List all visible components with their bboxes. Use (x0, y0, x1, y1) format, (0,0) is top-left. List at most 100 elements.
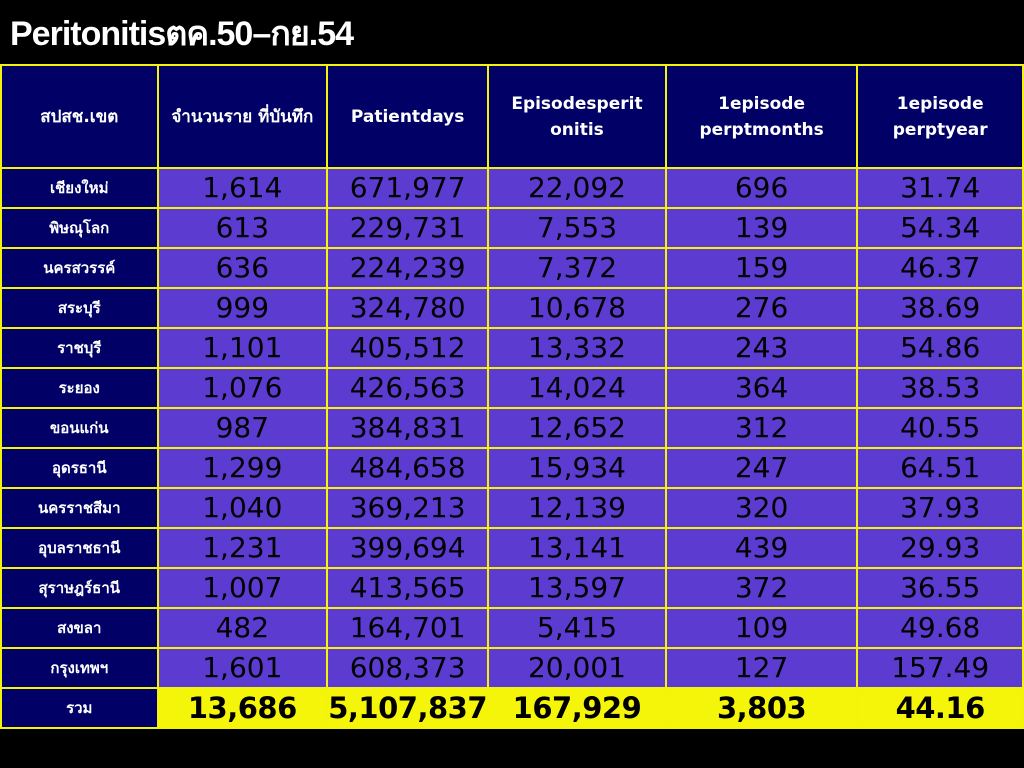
cell-pt-year: 38.69 (856, 287, 1024, 329)
total-pt-year: 44.16 (856, 687, 1024, 729)
cell-episodes: 7,372 (487, 247, 667, 289)
cell-pt-year: 31.74 (856, 167, 1024, 209)
cell-episodes: 20,001 (487, 647, 667, 689)
cell-cases: 1,299 (156, 447, 329, 489)
cell-patientdays: 608,373 (326, 647, 490, 689)
header-cell-cases: จำนวนราย ที่บันทึก (156, 64, 329, 169)
cell-pt-months: 247 (664, 447, 859, 489)
row-label-region: สระบุรี (0, 287, 159, 329)
row-label-region: ระยอง (0, 367, 159, 409)
cell-cases: 1,231 (156, 527, 329, 569)
cell-episodes: 13,332 (487, 327, 667, 369)
table-row: ระยอง 1,076 426,563 14,024 364 38.53 (0, 367, 1024, 409)
cell-pt-months: 696 (664, 167, 859, 209)
cell-pt-months: 364 (664, 367, 859, 409)
cell-pt-year: 157.49 (856, 647, 1024, 689)
cell-pt-months: 243 (664, 327, 859, 369)
row-label-region: กรุงเทพฯ (0, 647, 159, 689)
table-row: อุบลราชธานี 1,231 399,694 13,141 439 29.93 (0, 527, 1024, 569)
row-label-region: อุดรธานี (0, 447, 159, 489)
row-label-region: ราชบุรี (0, 327, 159, 369)
cell-patientdays: 164,701 (326, 607, 490, 649)
cell-patientdays: 229,731 (326, 207, 490, 249)
peritonitis-table: สปสช.เขต จำนวนราย ที่บันทึก Patientdays … (0, 64, 1024, 729)
total-label: รวม (0, 687, 159, 729)
row-label-region: ขอนแก่น (0, 407, 159, 449)
table-row: สุราษฎร์ธานี 1,007 413,565 13,597 372 36.55 (0, 567, 1024, 609)
row-label-region: อุบลราชธานี (0, 527, 159, 569)
cell-pt-months: 372 (664, 567, 859, 609)
row-label-region: นครสวรรค์ (0, 247, 159, 289)
cell-pt-months: 139 (664, 207, 859, 249)
row-label-region: สุราษฎร์ธานี (0, 567, 159, 609)
table-row: นครสวรรค์ 636 224,239 7,372 159 46.37 (0, 247, 1024, 289)
cell-patientdays: 405,512 (326, 327, 490, 369)
cell-pt-months: 127 (664, 647, 859, 689)
page-title: Peritonitisตค.50–กย.54 (10, 15, 354, 53)
cell-pt-months: 109 (664, 607, 859, 649)
cell-cases: 1,076 (156, 367, 329, 409)
cell-cases: 482 (156, 607, 329, 649)
table-row: พิษณุโลก 613 229,731 7,553 139 54.34 (0, 207, 1024, 249)
cell-patientdays: 384,831 (326, 407, 490, 449)
cell-patientdays: 224,239 (326, 247, 490, 289)
cell-episodes: 22,092 (487, 167, 667, 209)
cell-episodes: 5,415 (487, 607, 667, 649)
total-row: รวม 13,686 5,107,837 167,929 3,803 44.16 (0, 687, 1024, 729)
cell-pt-year: 40.55 (856, 407, 1024, 449)
row-label-region: พิษณุโลก (0, 207, 159, 249)
cell-episodes: 15,934 (487, 447, 667, 489)
total-pt-months: 3,803 (664, 687, 859, 729)
table-row: ราชบุรี 1,101 405,512 13,332 243 54.86 (0, 327, 1024, 369)
total-cases: 13,686 (156, 687, 329, 729)
cell-pt-year: 54.86 (856, 327, 1024, 369)
cell-patientdays: 426,563 (326, 367, 490, 409)
header-row: สปสช.เขต จำนวนราย ที่บันทึก Patientdays … (0, 64, 1024, 169)
row-label-region: เชียงใหม่ (0, 167, 159, 209)
cell-episodes: 12,139 (487, 487, 667, 529)
cell-cases: 636 (156, 247, 329, 289)
table-row: ขอนแก่น 987 384,831 12,652 312 40.55 (0, 407, 1024, 449)
cell-pt-months: 320 (664, 487, 859, 529)
cell-pt-year: 54.34 (856, 207, 1024, 249)
cell-pt-year: 36.55 (856, 567, 1024, 609)
table-row: สระบุรี 999 324,780 10,678 276 38.69 (0, 287, 1024, 329)
total-patientdays: 5,107,837 (326, 687, 490, 729)
cell-pt-year: 37.93 (856, 487, 1024, 529)
cell-patientdays: 671,977 (326, 167, 490, 209)
header-cell-pt-year: 1episode perptyear (856, 64, 1024, 169)
cell-cases: 987 (156, 407, 329, 449)
table-row: กรุงเทพฯ 1,601 608,373 20,001 127 157.49 (0, 647, 1024, 689)
cell-episodes: 7,553 (487, 207, 667, 249)
header-cell-episodes: Episodesperit onitis (487, 64, 667, 169)
cell-pt-months: 276 (664, 287, 859, 329)
cell-pt-year: 64.51 (856, 447, 1024, 489)
cell-patientdays: 324,780 (326, 287, 490, 329)
header-cell-region: สปสช.เขต (0, 64, 159, 169)
cell-episodes: 13,141 (487, 527, 667, 569)
cell-pt-year: 49.68 (856, 607, 1024, 649)
cell-cases: 1,601 (156, 647, 329, 689)
cell-patientdays: 413,565 (326, 567, 490, 609)
cell-pt-year: 38.53 (856, 367, 1024, 409)
cell-cases: 1,101 (156, 327, 329, 369)
cell-cases: 1,040 (156, 487, 329, 529)
cell-episodes: 10,678 (487, 287, 667, 329)
cell-patientdays: 369,213 (326, 487, 490, 529)
table-row: นครราชสีมา 1,040 369,213 12,139 320 37.93 (0, 487, 1024, 529)
cell-cases: 999 (156, 287, 329, 329)
cell-cases: 1,007 (156, 567, 329, 609)
row-label-region: นครราชสีมา (0, 487, 159, 529)
header-cell-pt-months: 1episode perptmonths (664, 64, 859, 169)
table-row: อุดรธานี 1,299 484,658 15,934 247 64.51 (0, 447, 1024, 489)
cell-pt-months: 439 (664, 527, 859, 569)
cell-episodes: 14,024 (487, 367, 667, 409)
cell-pt-months: 312 (664, 407, 859, 449)
cell-patientdays: 484,658 (326, 447, 490, 489)
cell-patientdays: 399,694 (326, 527, 490, 569)
header-cell-patientdays: Patientdays (326, 64, 490, 169)
total-episodes: 167,929 (487, 687, 667, 729)
row-label-region: สงขลา (0, 607, 159, 649)
cell-episodes: 12,652 (487, 407, 667, 449)
cell-pt-months: 159 (664, 247, 859, 289)
